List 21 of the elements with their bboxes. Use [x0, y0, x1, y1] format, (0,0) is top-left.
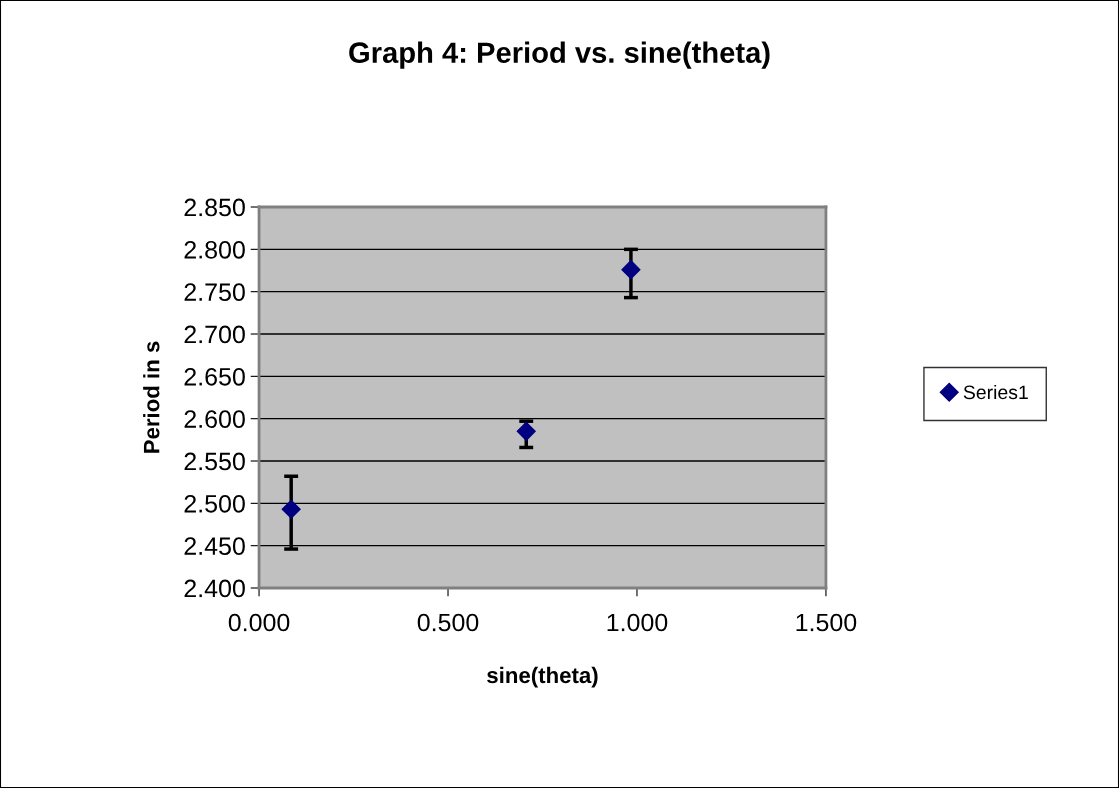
y-tick-label: 2.750: [184, 283, 245, 301]
y-tick-label: 2.450: [184, 537, 245, 555]
point: [516, 421, 536, 441]
x-axis-title: sine(theta): [487, 666, 598, 688]
y-axis-title: Period in s: [143, 341, 160, 453]
x-tick-label: 0.500: [417, 613, 479, 632]
y-tick-label: 2.550: [184, 452, 245, 471]
y-tick-label: 2.400: [184, 579, 245, 598]
point: [621, 260, 641, 280]
y-tick-label: 2.600: [184, 410, 245, 428]
legend-label: Series1: [963, 384, 1028, 400]
x-tick-label: 1.500: [796, 613, 857, 632]
y-tick-label: 2.850: [184, 198, 245, 217]
y-tick-label: 2.650: [184, 367, 245, 386]
point: [281, 499, 301, 519]
chart-title: Graph 4: Period vs. sine(theta): [349, 41, 770, 69]
y-tick-label: 2.800: [184, 240, 245, 259]
x-tick-label: 1.000: [607, 613, 668, 632]
y-tick-label: 2.500: [184, 494, 245, 513]
y-tick-label: 2.700: [184, 325, 245, 344]
x-tick-label: 0.000: [228, 613, 290, 632]
